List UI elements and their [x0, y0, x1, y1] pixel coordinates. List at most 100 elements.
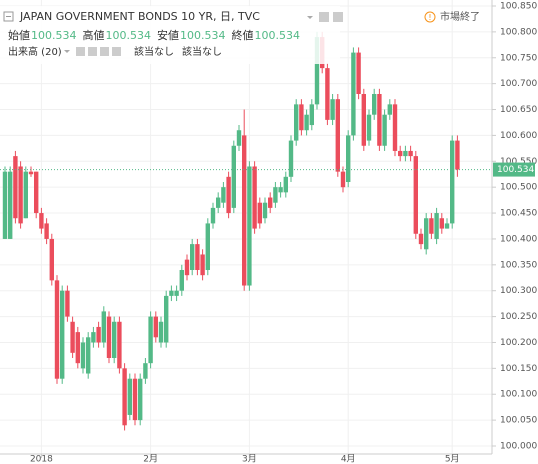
candle-body: [351, 52, 356, 136]
candle-body: [314, 37, 320, 105]
candle-body: [143, 363, 148, 379]
candle-body: [23, 171, 28, 219]
candle-body: [117, 321, 122, 369]
y-tick-label: 100.500: [500, 183, 537, 193]
candle-body: [434, 213, 439, 239]
y-tick-label: 100.800: [500, 27, 537, 37]
candle-body: [226, 176, 231, 214]
y-tick-label: 100.550: [500, 157, 537, 167]
candle-body: [382, 114, 387, 146]
y-tick-label: 100.750: [500, 53, 537, 63]
volume-value: 該当なし: [182, 45, 222, 58]
volume-icon[interactable]: [112, 47, 121, 56]
volume-icon[interactable]: [88, 47, 97, 56]
candle-body: [294, 104, 299, 141]
y-tick-label: 100.650: [500, 105, 537, 115]
volume-label: 出来高 (20): [8, 45, 62, 58]
candle-body: [356, 52, 361, 94]
x-tick-label: 2018: [30, 455, 53, 464]
candle-body: [39, 213, 44, 229]
settings-button[interactable]: [319, 12, 329, 22]
y-tick-label: 100.200: [500, 338, 537, 348]
dropdown[interactable]: [307, 16, 313, 19]
market-status: 市場終了: [440, 10, 480, 23]
candle-body: [387, 104, 392, 115]
candle-body: [340, 171, 346, 188]
candle-body: [13, 156, 18, 219]
y-tick-label: 100.150: [500, 364, 537, 374]
candle-body: [174, 290, 179, 296]
candle-body: [392, 104, 398, 151]
y-tick-label: 100.700: [500, 79, 537, 89]
candle-body: [65, 290, 70, 317]
candle-body: [138, 378, 143, 421]
last-price-box: [493, 162, 535, 177]
candle-body: [49, 238, 54, 281]
candles: [2, 31, 460, 431]
y-tick-label: 100.450: [500, 209, 537, 219]
x-tick-label: 3月: [242, 454, 257, 464]
candle-body: [247, 166, 252, 286]
volume-icon[interactable]: [76, 47, 85, 56]
candle-body: [54, 280, 60, 379]
candle-body: [112, 321, 117, 358]
candle-body: [309, 104, 314, 126]
candle-body: [158, 321, 164, 343]
y-tick-label: 100.000: [500, 442, 537, 452]
candle-body: [418, 233, 424, 245]
candle-body: [34, 171, 39, 214]
candle-body: [325, 68, 330, 120]
candle-body: [236, 130, 242, 146]
candle-body: [148, 316, 153, 364]
last-price-label: 100.534: [497, 165, 534, 175]
candle-body: [330, 99, 335, 120]
ohlc-label: 始値: [8, 28, 30, 42]
close-button[interactable]: [333, 12, 343, 22]
candle-body: [398, 150, 403, 157]
candle-body: [127, 378, 132, 415]
y-tick-label: 100.250: [500, 312, 537, 322]
candle-body: [60, 290, 65, 379]
ohlc-value: 100.534: [31, 29, 77, 42]
candle-body: [403, 150, 408, 157]
candle-body: [106, 316, 112, 358]
y-tick-label: 100.850: [500, 2, 537, 12]
candle-body: [169, 290, 174, 296]
status-icon-mark: !: [428, 13, 431, 22]
candle-body: [101, 311, 106, 343]
candle-body: [372, 94, 377, 115]
candle-body: [242, 135, 247, 286]
candle-body: [299, 104, 304, 131]
y-tick-label: 100.400: [500, 234, 537, 244]
candle-body: [283, 176, 288, 193]
candle-body: [408, 150, 413, 157]
collapse-button[interactable]: [3, 11, 14, 22]
candle-body: [413, 156, 418, 234]
candle-body: [86, 337, 91, 374]
candle-body: [80, 342, 86, 369]
candle-body: [18, 166, 23, 224]
candle-body: [429, 218, 434, 234]
volume-icon[interactable]: [100, 47, 109, 56]
candle-body: [439, 218, 444, 229]
status-icon: [424, 11, 436, 23]
x-tick-label: 2月: [143, 454, 158, 464]
candle-body: [257, 202, 262, 224]
candle-body: [288, 140, 294, 177]
y-tick-label: 100.350: [500, 260, 537, 270]
candle-body: [346, 135, 351, 182]
ohlc-label: 高値: [83, 28, 105, 42]
candle-body: [164, 295, 169, 343]
volume-dropdown[interactable]: [64, 50, 70, 53]
candle-body: [304, 114, 309, 131]
candle-body: [205, 223, 210, 270]
candle-body: [75, 332, 80, 364]
candle-body: [366, 114, 372, 141]
x-tick-label: 4月: [341, 454, 356, 464]
ohlc-value: 100.534: [255, 29, 301, 42]
candle-body: [2, 171, 8, 239]
legend-bg: [0, 6, 340, 64]
candle-body: [96, 326, 101, 343]
ohlc-label: 安値: [157, 28, 179, 42]
